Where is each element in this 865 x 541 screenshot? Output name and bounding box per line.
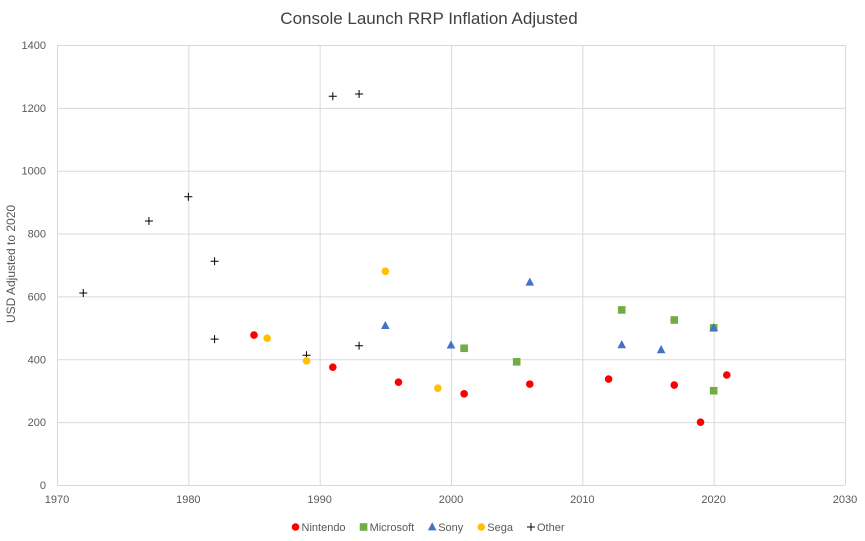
y-tick-label: 200 [28,417,46,429]
x-tick-label: 2030 [833,494,857,506]
data-point-nintendo [696,418,705,426]
y-tick-label: 400 [28,354,46,366]
y-axis-title: USD Adjusted to 2020 [4,205,18,323]
chart-title: Console Launch RRP Inflation Adjusted [280,9,577,28]
data-point-sony [525,277,535,286]
data-point-sony [709,323,718,332]
legend: Nintendo Microsoft Sony Sega Other [291,522,565,534]
y-tick-label: 0 [40,480,46,492]
series-nintendo [250,331,731,426]
data-point-nintendo [250,331,258,339]
gridlines [57,45,846,486]
data-point-nintendo [723,371,731,379]
y-tick-label: 1200 [22,103,46,115]
data-point-other [210,257,219,266]
legend-label: Sega [487,522,514,534]
data-point-nintendo [460,390,468,398]
data-point-other [210,335,219,344]
legend-marker-microsoft [359,523,368,531]
data-point-sega [302,357,311,365]
legend-item-nintendo: Nintendo [291,522,346,534]
y-tick-label: 600 [28,291,46,303]
data-point-nintendo [394,378,403,387]
series-microsoft [460,306,718,395]
legend-item-sega: Sega [477,522,514,534]
data-point-other [184,192,193,201]
x-tick-label: 1990 [307,494,331,506]
x-tick-label: 1970 [45,494,69,506]
series-other [79,90,364,360]
data-point-nintendo [329,363,337,371]
data-point-sony [446,340,456,349]
legend-item-sony: Sony [427,522,464,534]
y-tick-label: 800 [28,229,46,241]
data-point-sega [434,384,442,393]
x-tick-label: 2000 [439,494,463,506]
legend-item-other: Other [526,522,565,534]
x-tick-label: 2010 [570,494,594,506]
legend-item-microsoft: Microsoft [359,522,415,534]
data-point-sony [656,345,666,354]
data-point-nintendo [604,375,613,383]
data-points [79,90,731,426]
series-sega [263,267,442,393]
data-point-microsoft [460,344,468,353]
series-sony [381,277,718,354]
data-point-sega [263,334,271,343]
data-point-sega [381,267,390,276]
data-point-microsoft [617,306,626,314]
data-point-other [328,92,337,101]
data-point-microsoft [512,358,521,366]
legend-label: Nintendo [302,522,346,534]
data-point-microsoft [709,386,718,395]
data-point-sony [617,340,627,349]
data-point-other [144,217,153,225]
legend-marker-nintendo [291,523,300,531]
data-point-nintendo [526,380,534,388]
legend-label: Other [537,522,565,534]
data-point-sony [381,320,390,330]
data-point-nintendo [670,381,679,389]
y-tick-label: 1400 [22,40,46,52]
data-point-other [355,90,364,99]
data-point-other [79,288,88,297]
x-tick-label: 2020 [701,494,725,506]
axes: 0 200 400 600 800 1000 1200 1400 1970 1980 1990 200… [22,40,858,506]
legend-marker-sega [477,523,486,531]
legend-label: Microsoft [370,522,415,534]
x-tick-label: 1980 [176,494,200,506]
data-point-other [355,341,364,350]
legend-marker-other [526,523,535,531]
data-point-microsoft [670,316,679,324]
y-tick-label: 1000 [22,166,46,178]
legend-label: Sony [438,522,464,534]
legend-marker-sony [427,522,437,531]
